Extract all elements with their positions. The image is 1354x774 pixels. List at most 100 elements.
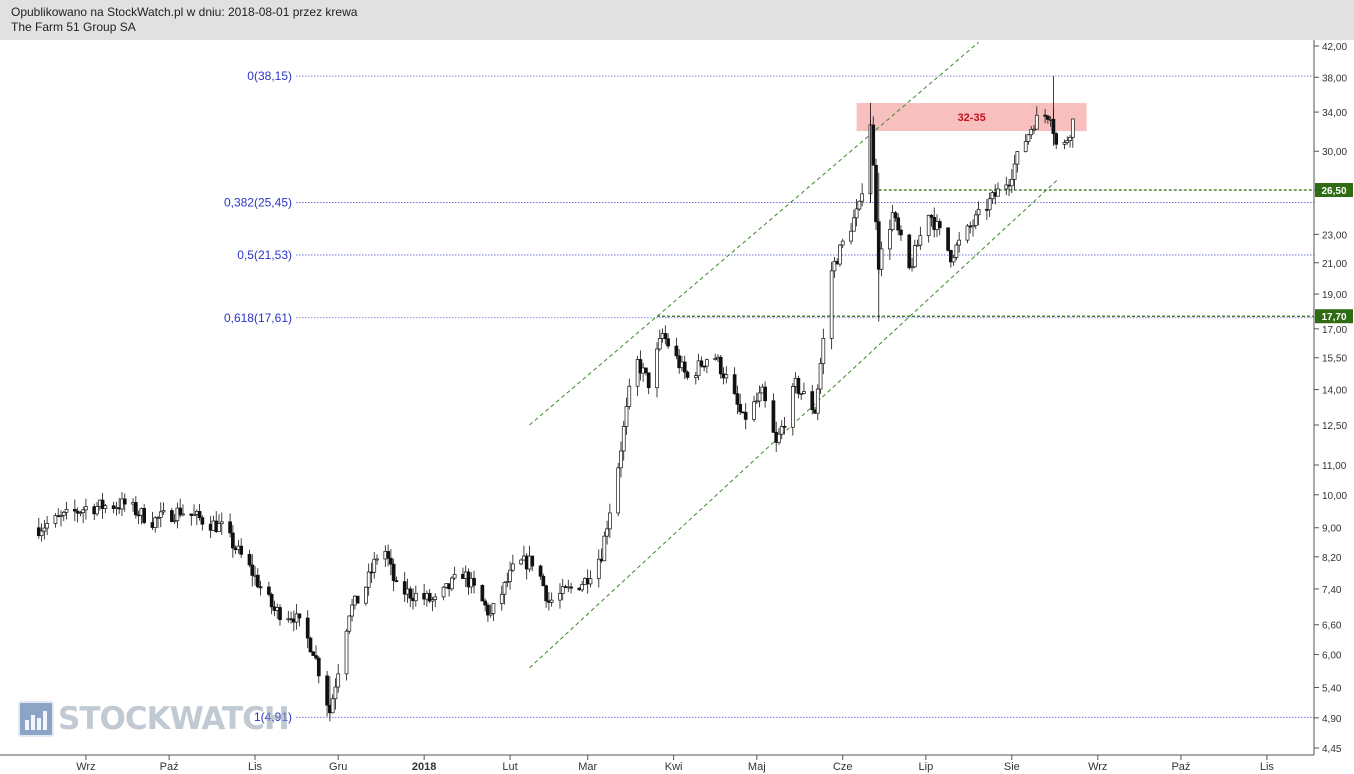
candle-body: [558, 593, 562, 601]
candle-body: [1023, 141, 1028, 152]
candle-body: [915, 244, 920, 247]
candle-body: [486, 604, 490, 616]
candle-body: [899, 229, 903, 236]
candle-body: [325, 675, 329, 706]
y-tick-label: 17,00: [1322, 325, 1347, 336]
candle-body: [946, 227, 950, 251]
candle-body: [172, 520, 177, 523]
candle-body: [441, 586, 446, 598]
y-tick-label: 10,00: [1322, 491, 1347, 502]
fib-level-label: 1(4,91): [254, 710, 292, 724]
fib-level-label: 0,382(25,45): [224, 196, 292, 210]
candle-body: [743, 412, 748, 420]
candle-body: [608, 512, 612, 530]
candle-body: [530, 555, 535, 567]
y-tick-label: 6,00: [1322, 651, 1342, 662]
candle-body: [724, 374, 729, 379]
candle-body: [53, 515, 58, 524]
candle-body: [250, 564, 255, 576]
candle-body: [777, 433, 781, 443]
candle-body: [713, 358, 718, 361]
chart-header: Opublikowano na StockWatch.pl w dniu: 20…: [0, 0, 1354, 40]
candle-body: [153, 517, 158, 528]
candle-body: [347, 615, 352, 632]
candle-body: [269, 594, 274, 608]
candle-body: [1034, 114, 1039, 130]
candle-body: [510, 563, 515, 571]
candle-body: [1043, 114, 1047, 117]
candle-body: [705, 359, 709, 367]
candle-body: [75, 510, 80, 514]
fib-level-label: 0(38,15): [247, 69, 292, 83]
y-tick-label: 5,40: [1322, 683, 1342, 694]
y-tick-label: 19,00: [1322, 290, 1347, 301]
candle-body: [718, 356, 723, 375]
candle-body: [366, 571, 371, 588]
trend-channel-line: [529, 41, 979, 426]
candle-body: [267, 586, 271, 595]
candle-body: [111, 505, 116, 509]
support-level-label: 17,70: [1321, 312, 1346, 323]
y-tick-label: 15,50: [1322, 354, 1347, 365]
y-tick-label: 4,45: [1322, 744, 1342, 755]
candle-body: [1026, 134, 1031, 142]
candle-body: [1054, 133, 1059, 145]
candle-body: [771, 400, 776, 433]
candle-body: [219, 521, 224, 525]
candle-body: [344, 630, 349, 675]
candle-body: [1070, 118, 1075, 138]
candle-body: [851, 217, 856, 232]
candle-body: [912, 245, 917, 268]
support-level-badge: [1315, 183, 1353, 198]
candle-body: [247, 553, 252, 566]
candle-body: [802, 391, 806, 394]
candle-body: [1029, 129, 1034, 136]
candle-body: [874, 164, 878, 223]
logo-wordmark: STOCKWATCH: [58, 701, 290, 737]
y-tick-label: 9,00: [1322, 524, 1342, 535]
candle-body: [45, 523, 49, 529]
instrument-name: The Farm 51 Group SA: [11, 20, 136, 34]
candle-body: [491, 603, 496, 614]
candle-body: [480, 584, 485, 602]
candle-body: [627, 385, 632, 407]
candle-body: [971, 225, 975, 228]
candle-body: [646, 372, 651, 389]
candle-body: [890, 212, 895, 230]
candle-body: [810, 391, 815, 411]
candle-body: [255, 574, 260, 588]
candle-body: [408, 588, 413, 599]
x-tick-label: Kwi: [665, 761, 683, 773]
publish-info: Opublikowano na StockWatch.pl w dniu: 20…: [11, 5, 358, 19]
x-tick-label: Maj: [748, 761, 766, 773]
y-tick-label: 12,50: [1322, 421, 1347, 432]
y-tick-label: 4,90: [1322, 714, 1342, 725]
candle-body: [685, 371, 690, 378]
candle-body: [239, 545, 244, 555]
candle-body: [483, 600, 487, 606]
candle-body: [937, 221, 942, 229]
candle-body: [78, 512, 83, 514]
candle-body: [732, 374, 737, 394]
candle-body: [452, 574, 457, 579]
y-tick-label: 21,00: [1322, 259, 1347, 270]
candle-body: [849, 230, 853, 242]
y-tick-label: 23,00: [1322, 230, 1347, 241]
candle-body: [682, 361, 687, 373]
candle-body: [133, 502, 138, 516]
candle-body: [560, 586, 565, 594]
candle-body: [502, 582, 507, 595]
candle-body: [821, 338, 826, 364]
candle-body: [391, 563, 396, 581]
candle-body: [450, 577, 454, 590]
candle-body: [413, 592, 418, 602]
candle-body: [893, 212, 898, 219]
candle-body: [976, 208, 981, 216]
candle-body: [871, 124, 876, 166]
candle-body: [699, 360, 704, 367]
x-tick-label: Lis: [1260, 761, 1275, 773]
x-tick-label: Paź: [1171, 761, 1190, 773]
candle-body: [840, 240, 845, 246]
x-tick-label: Lut: [502, 761, 517, 773]
candle-body: [161, 510, 166, 513]
